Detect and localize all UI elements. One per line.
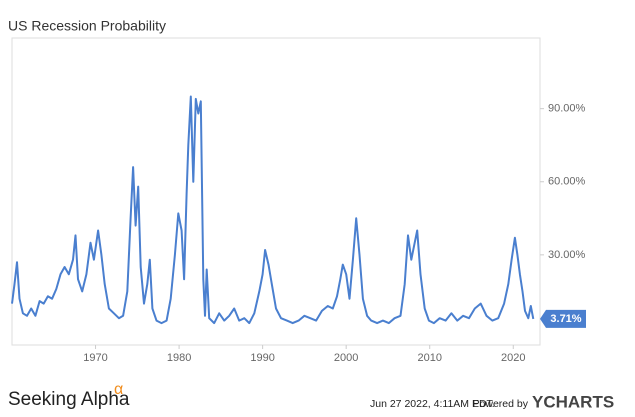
y-tick-label: 30.00% [548, 249, 586, 261]
plot-frame [11, 37, 541, 346]
y-tick-label: 60.00% [548, 176, 586, 188]
x-tick-label: 1980 [167, 352, 191, 364]
value-label-box [540, 309, 586, 328]
x-tick-label: 2000 [334, 352, 358, 364]
x-tick-label: 1990 [250, 352, 274, 364]
brand-symbol: α [114, 381, 123, 398]
line [11, 95, 535, 325]
x-tick-label: 2010 [417, 352, 441, 364]
chart-title: US Recession Probability [8, 18, 166, 34]
value-label: 3.71% [550, 313, 581, 325]
x-tick-label: 1970 [83, 352, 107, 364]
provider: YCHARTS [532, 392, 614, 411]
powered-by: Powered by [473, 398, 529, 410]
timestamp: Jun 27 2022, 4:11AM EDT. [370, 398, 495, 410]
brand: Seeking Alpha [8, 389, 130, 410]
y-tick-label: 90.00% [548, 103, 586, 115]
x-tick-label: 2020 [501, 352, 525, 364]
